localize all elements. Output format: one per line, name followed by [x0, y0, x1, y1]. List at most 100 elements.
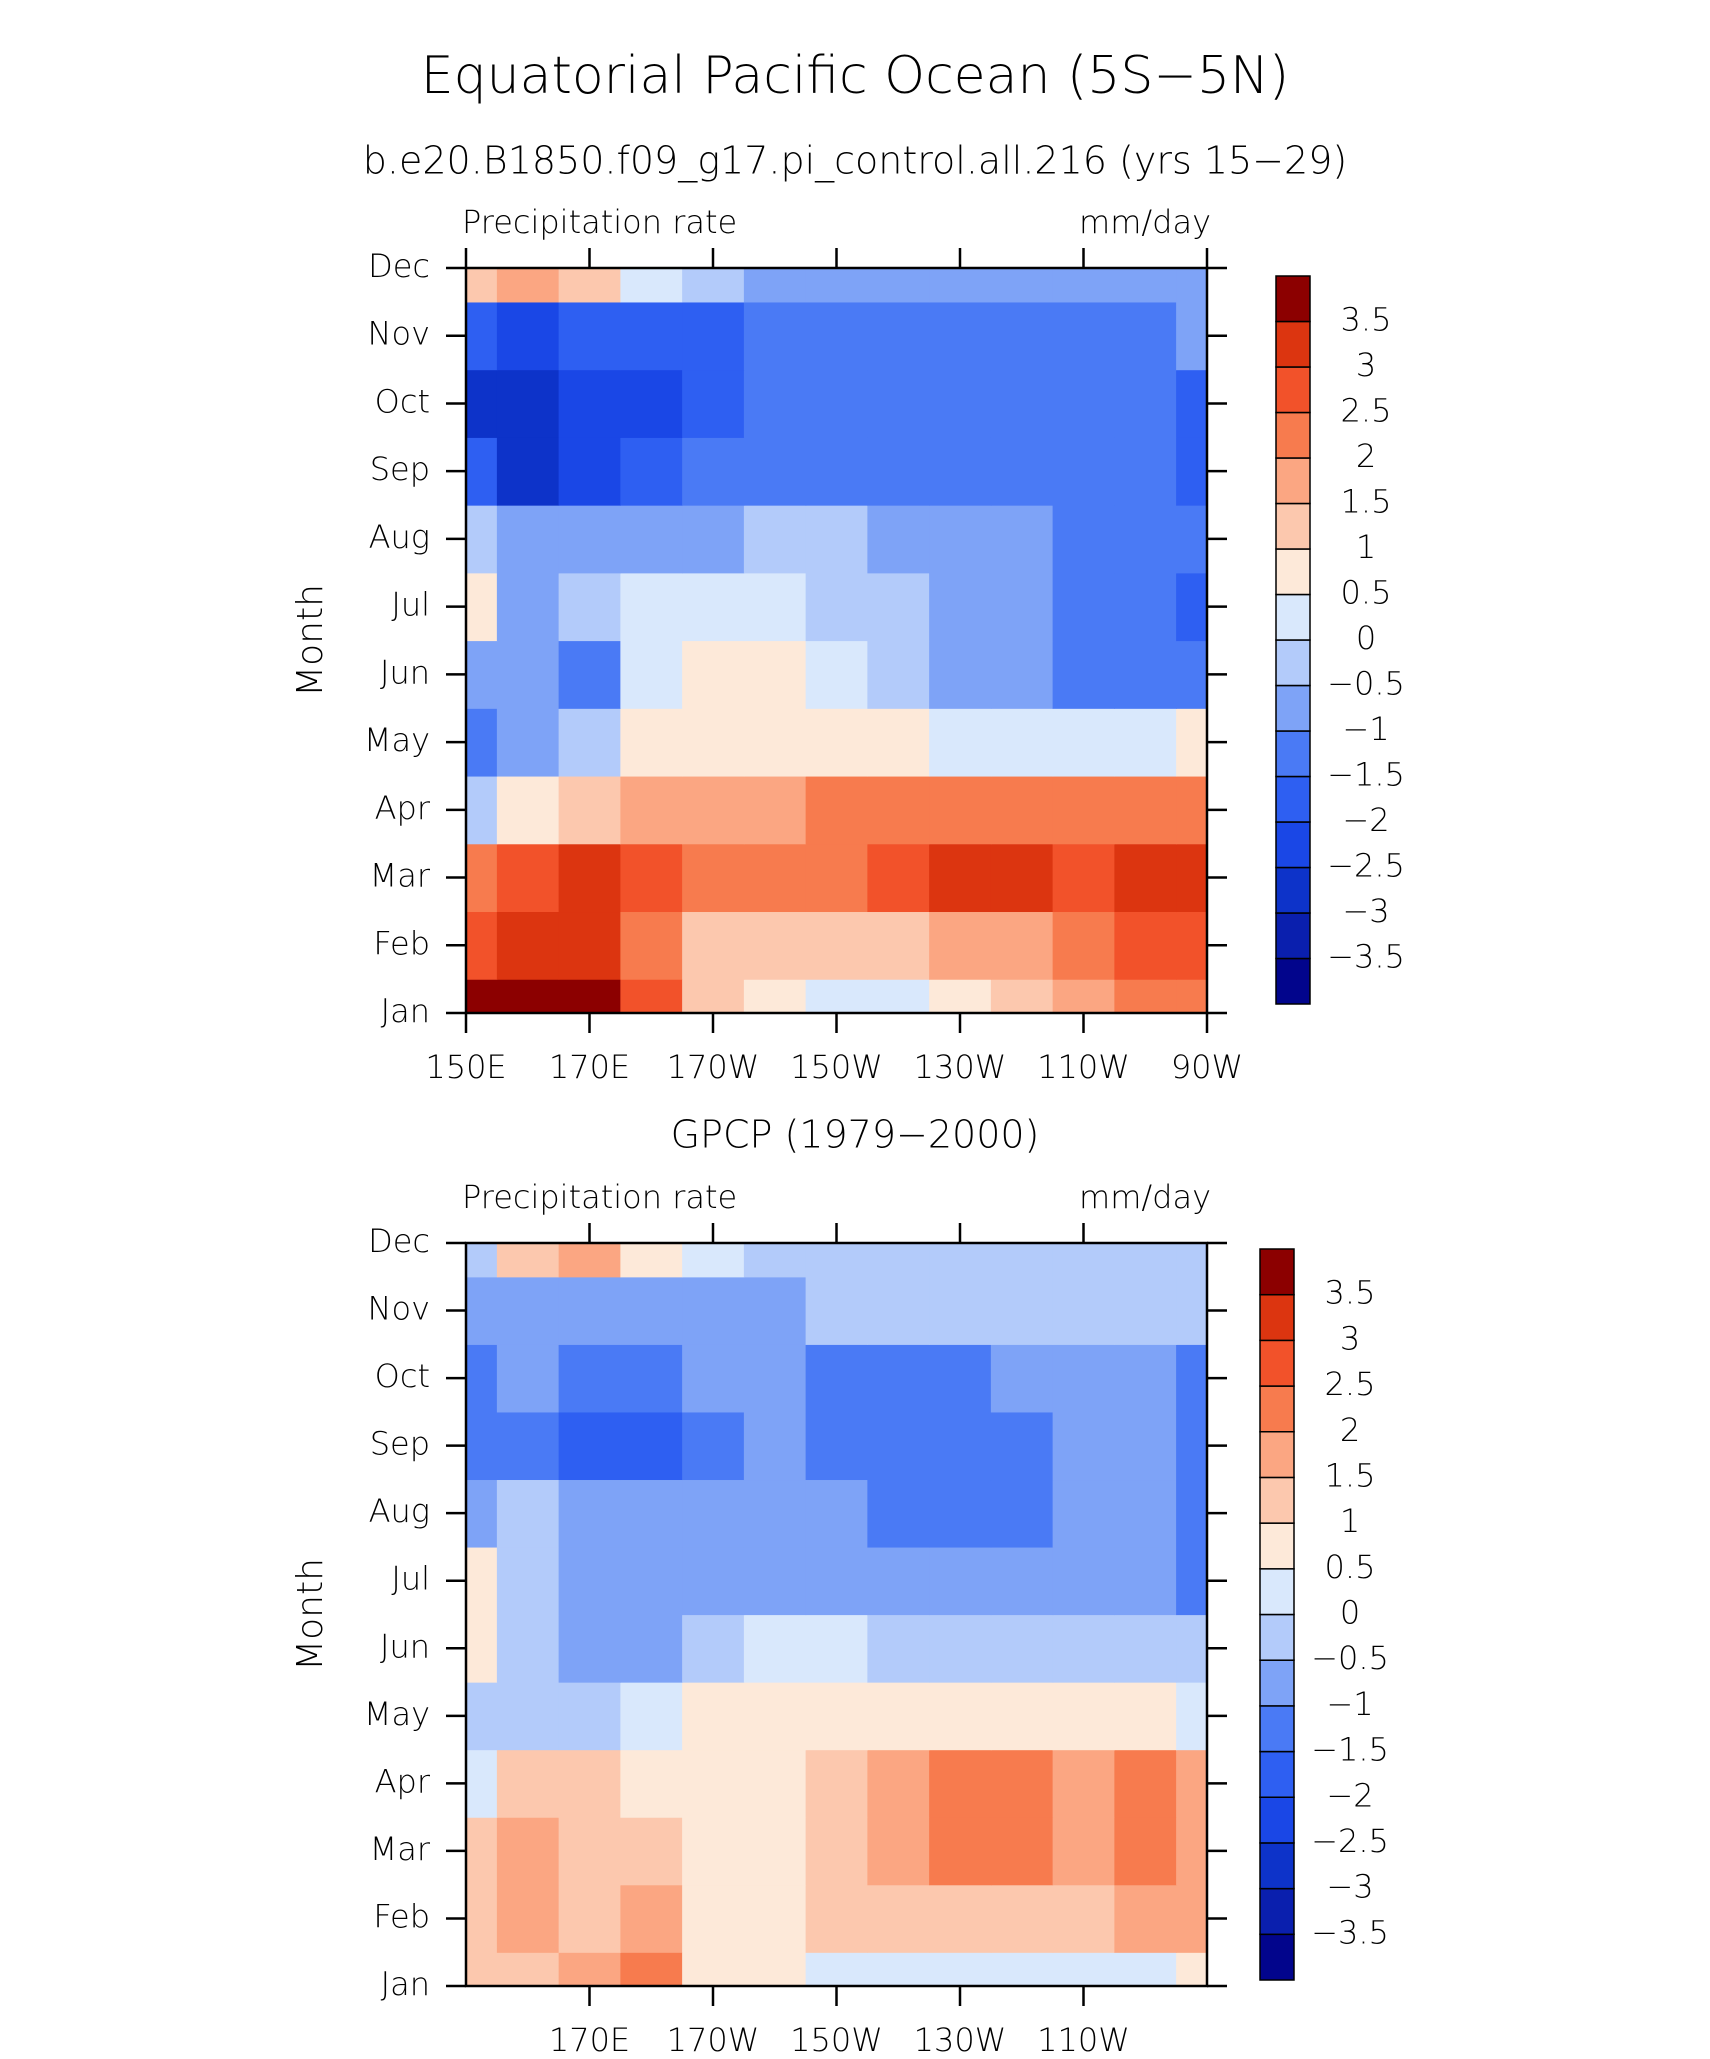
- heatmap-cell: [1114, 1546, 1177, 1616]
- heatmap-cell: [990, 1276, 1054, 1345]
- colorbar-box: [1275, 320, 1311, 368]
- heatmap-cell: [867, 843, 930, 913]
- x-tick-label: 110W: [1037, 1048, 1130, 1086]
- heatmap-cell: [1176, 1884, 1207, 1953]
- heatmap-cell: [743, 1614, 807, 1683]
- heatmap-cell: [1052, 708, 1115, 777]
- heatmap-cell: [1114, 301, 1177, 371]
- heatmap-cell: [867, 1546, 930, 1616]
- heatmap-cell: [1176, 1817, 1207, 1886]
- colorbar-box: [1275, 548, 1311, 596]
- heatmap-cell: [1114, 1479, 1177, 1548]
- heatmap-cell: [805, 1682, 868, 1751]
- heatmap-cell: [867, 911, 930, 980]
- heatmap-cell: [682, 1546, 745, 1616]
- heatmap-cell: [682, 505, 745, 574]
- heatmap-cell: [558, 911, 621, 980]
- colorbar-label: −3: [1326, 1868, 1373, 1906]
- heatmap-cell: [496, 640, 560, 709]
- heatmap-cell: [743, 301, 807, 371]
- heatmap-cell: [867, 505, 930, 574]
- heatmap-cell: [496, 268, 560, 303]
- heatmap-cell: [682, 1817, 745, 1886]
- heatmap-cell: [466, 911, 498, 980]
- heatmap-cell: [1052, 775, 1115, 845]
- heatmap-cell: [990, 1344, 1054, 1413]
- heatmap-cell: [929, 979, 992, 1013]
- y-tick-label: Jul: [391, 1560, 430, 1598]
- heatmap-cell: [1176, 1276, 1207, 1345]
- heatmap-cell: [990, 1243, 1054, 1278]
- colorbar-box: [1259, 1568, 1295, 1616]
- heatmap-cell: [1114, 268, 1177, 303]
- heatmap-cell: [558, 1243, 621, 1278]
- heatmap-cell: [743, 369, 807, 438]
- colorbar-label: −3.5: [1327, 938, 1405, 976]
- heatmap-cell: [558, 640, 621, 709]
- colorbar-label: 1: [1340, 1502, 1360, 1540]
- heatmap-cell: [496, 1614, 560, 1683]
- heatmap-cell: [558, 1411, 621, 1481]
- heatmap-cell: [867, 268, 930, 303]
- x-tick-label: 150W: [790, 2021, 883, 2059]
- heatmap-cell: [929, 505, 992, 574]
- colorbar-label: 3: [1356, 346, 1376, 384]
- colorbar-box: [1259, 1248, 1295, 1296]
- heatmap-cell: [558, 1682, 621, 1751]
- heatmap-cell: [682, 301, 745, 371]
- heatmap-cell: [466, 775, 498, 845]
- heatmap-cell: [1114, 1884, 1177, 1953]
- heatmap-cell: [620, 1749, 683, 1818]
- colorbar-box: [1259, 1659, 1295, 1707]
- heatmap-cell: [1176, 268, 1207, 303]
- heatmap-cell: [558, 505, 621, 574]
- heatmap-cell: [620, 1614, 683, 1683]
- colorbar-box: [1259, 1385, 1295, 1433]
- heatmap-cell: [466, 843, 498, 913]
- heatmap-cell: [496, 1749, 560, 1818]
- heatmap-cell: [682, 1344, 745, 1413]
- heatmap-cell: [929, 437, 992, 506]
- heatmap-cell: [1052, 979, 1115, 1013]
- heatmap-cell: [466, 1411, 498, 1481]
- heatmap-cell: [620, 1884, 683, 1953]
- heatmap-cell: [929, 1614, 992, 1683]
- heatmap-cell: [466, 268, 498, 303]
- heatmap-cell: [682, 268, 745, 303]
- colorbar-label: 0: [1356, 619, 1376, 657]
- heatmap-cell: [1114, 369, 1177, 438]
- heatmap-cell: [929, 268, 992, 303]
- colorbar-label: −0.5: [1311, 1639, 1389, 1677]
- heatmap-cell: [496, 1952, 560, 1986]
- colorbar-box: [1259, 1431, 1295, 1479]
- y-tick-label: Sep: [370, 1425, 430, 1463]
- heatmap-cell: [620, 640, 683, 709]
- heatmap-cell: [620, 843, 683, 913]
- left-label: Precipitation rate: [462, 1178, 737, 1216]
- heatmap-cell: [805, 708, 868, 777]
- heatmap-cell: [805, 1614, 868, 1683]
- heatmap-cell: [805, 301, 868, 371]
- heatmap-cell: [1052, 1614, 1115, 1683]
- heatmap-cell: [1176, 1344, 1207, 1413]
- heatmap-cell: [466, 1749, 498, 1818]
- heatmap-cell: [929, 1952, 992, 1986]
- panel-title: GPCP (1979−2000): [671, 1113, 1040, 1157]
- heatmap-cell: [805, 268, 868, 303]
- heatmap-cell: [990, 1952, 1054, 1986]
- heatmap-cell: [743, 843, 807, 913]
- y-tick-label: Oct: [375, 382, 430, 420]
- colorbar-label: 0.5: [1325, 1548, 1376, 1586]
- colorbar-label: 2: [1356, 437, 1376, 475]
- heatmap-cell: [743, 640, 807, 709]
- heatmap-cell: [682, 1749, 745, 1818]
- heatmap-cell: [867, 1682, 930, 1751]
- heatmap-cell: [466, 1817, 498, 1886]
- heatmap-cell: [805, 640, 868, 709]
- y-tick-label: Dec: [368, 247, 430, 285]
- heatmap-cell: [466, 1614, 498, 1683]
- heatmap-cell: [620, 1243, 683, 1278]
- colorbar-box: [1259, 1339, 1295, 1387]
